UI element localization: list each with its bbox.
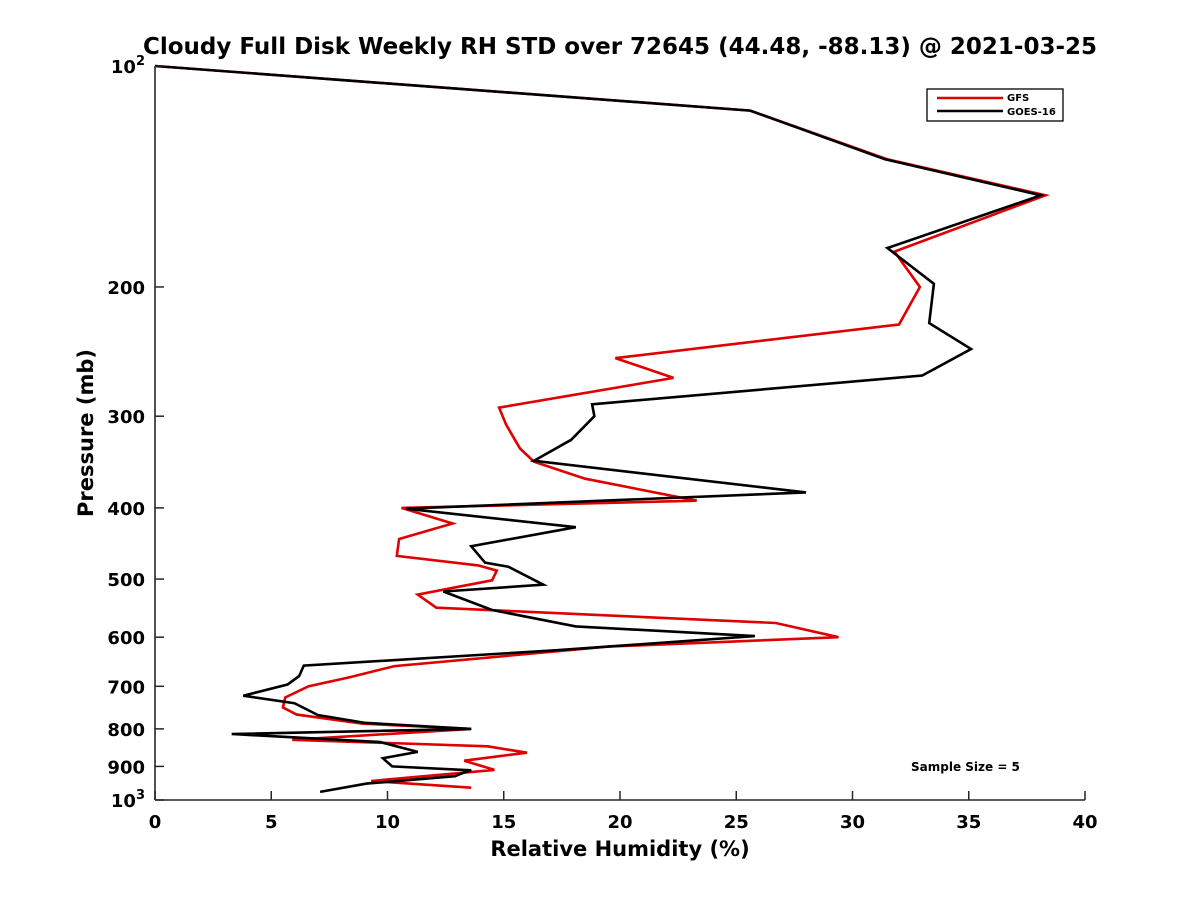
x-tick-label: 5 [265, 812, 278, 833]
y-axis-label: Pressure (mb) [74, 349, 98, 517]
legend-label-goes16: GOES-16 [1007, 107, 1056, 118]
x-tick-label: 30 [840, 812, 865, 833]
series-line-goes16 [154, 64, 1046, 794]
x-tick-label: 10 [375, 812, 400, 833]
y-tick-label: 300 [107, 407, 145, 428]
y-tick-label: 800 [107, 720, 145, 741]
y-tick-label: 700 [107, 677, 145, 698]
x-tick-label: 40 [1072, 812, 1097, 833]
legend-label-gfs: GFS [1007, 93, 1029, 104]
y-tick-label: 500 [107, 570, 145, 591]
x-ticks: 0 5 10 15 20 25 30 35 40 [149, 791, 1098, 833]
legend-box [926, 88, 1064, 122]
x-tick-label: 15 [491, 812, 516, 833]
y-tick-label: 200 [107, 278, 145, 299]
series-line-gfs [154, 64, 1051, 789]
x-tick-label: 35 [956, 812, 981, 833]
y-tick-label: 600 [107, 628, 145, 649]
y-tick-label: 900 [107, 757, 145, 778]
x-tick-label: 20 [607, 812, 632, 833]
y-tick-label: 103 [111, 788, 145, 812]
legend: GFS GOES-16 [926, 88, 1064, 122]
x-tick-label: 25 [724, 812, 749, 833]
plot-lines [154, 64, 1051, 794]
y-ticks: 102 200 300 400 500 600 700 800 900 103 [107, 54, 164, 812]
x-axis-label: Relative Humidity (%) [490, 837, 749, 861]
chart-title: Cloudy Full Disk Weekly RH STD over 7264… [143, 34, 1097, 60]
sample-size-annotation: Sample Size = 5 [911, 760, 1020, 774]
y-tick-label: 400 [107, 499, 145, 520]
y-tick-label: 102 [111, 54, 145, 78]
x-tick-label: 0 [149, 812, 162, 833]
